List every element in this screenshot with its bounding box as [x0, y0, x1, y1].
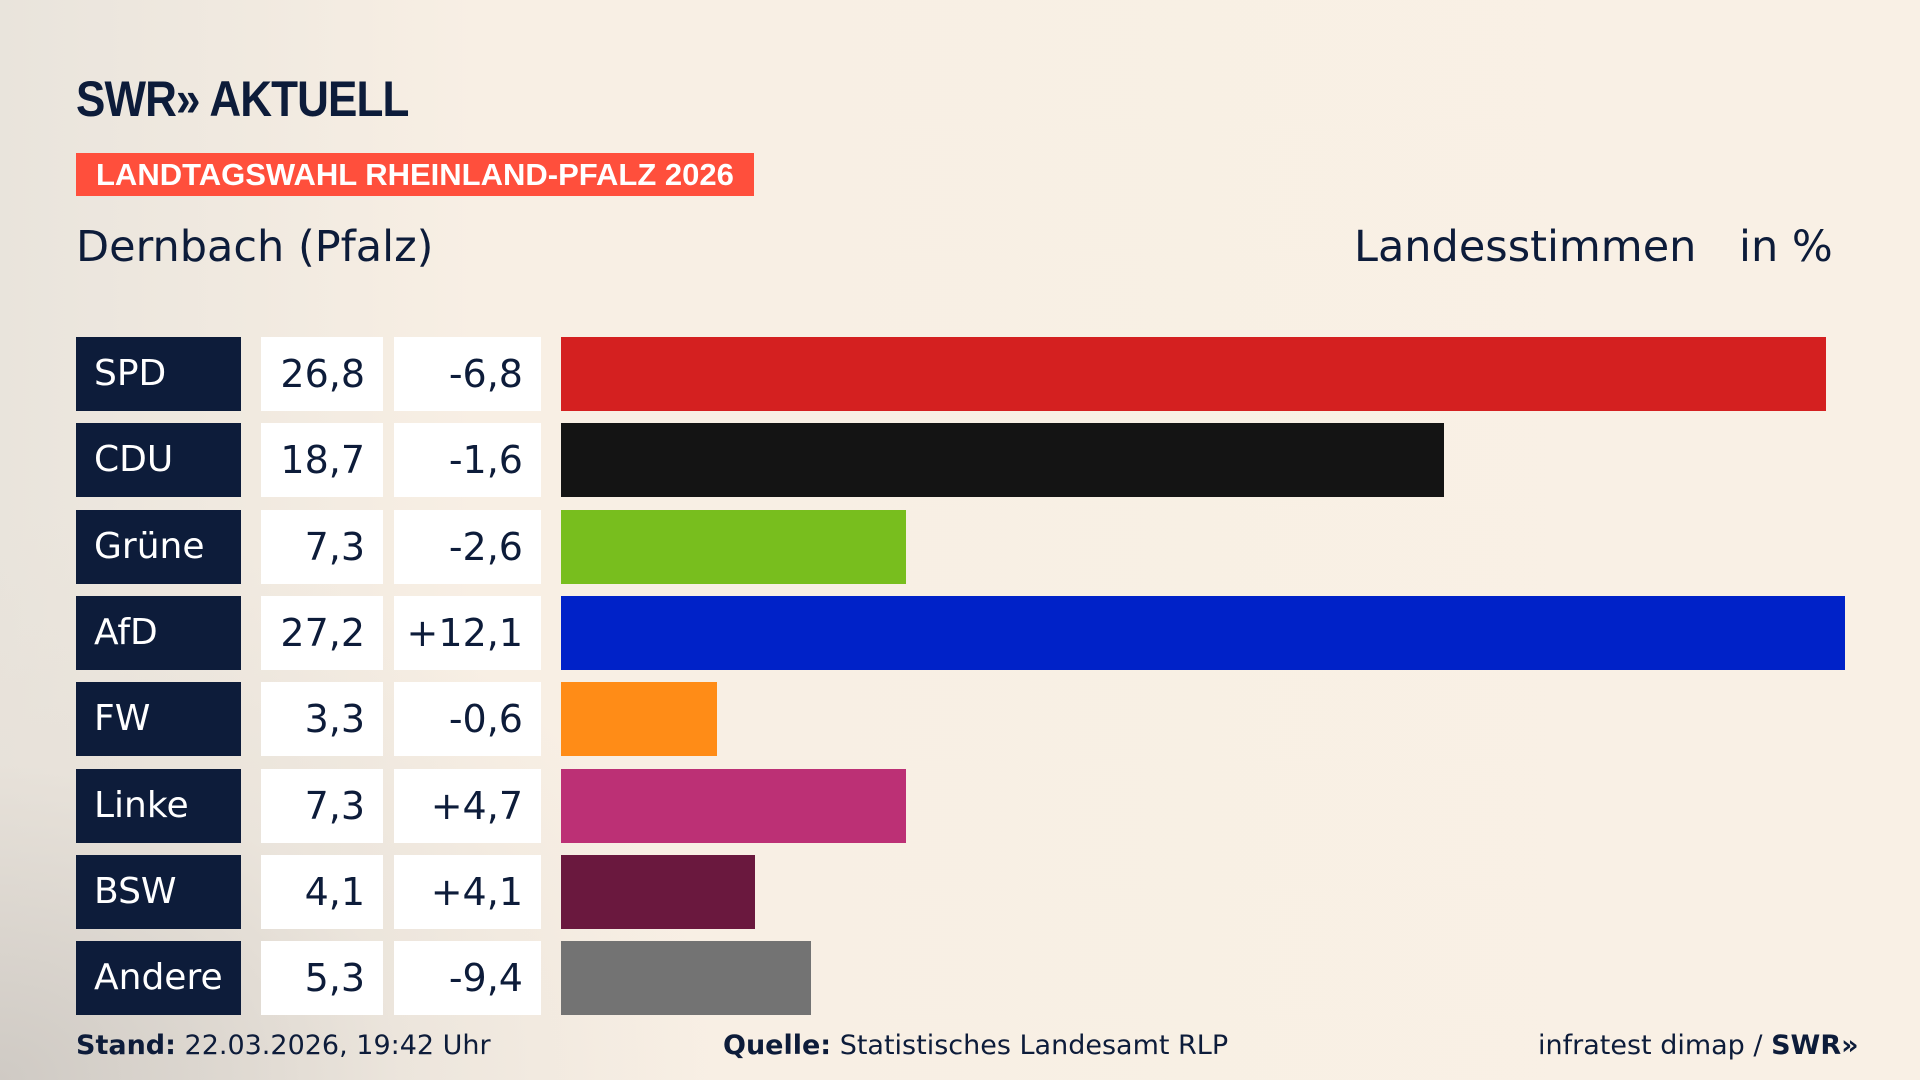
stand-label: Stand:	[76, 1030, 176, 1061]
chart-row: FW 3,3 -0,6	[76, 682, 1876, 757]
diff-label: -2,6	[394, 509, 541, 584]
bar-spd	[561, 337, 1827, 411]
party-label: FW	[76, 682, 241, 757]
bar-afd	[561, 595, 1845, 670]
chart-row: CDU 18,7 -1,6	[76, 423, 1876, 498]
bar-andere	[561, 941, 812, 1016]
diff-label: +4,1	[394, 854, 541, 929]
chart-row: BSW 4,1 +4,1	[76, 854, 1876, 929]
stand-value: 22.03.2026, 19:42 Uhr	[184, 1030, 491, 1061]
diff-label: -9,4	[394, 941, 541, 1016]
party-label: BSW	[76, 854, 241, 929]
source: Quelle: Statistisches Landesamt RLP	[723, 1030, 1228, 1061]
value-label: 3,3	[261, 682, 383, 757]
region-title: Dernbach (Pfalz)	[76, 222, 434, 272]
bar-gruene	[561, 509, 906, 584]
bar-cdu	[561, 423, 1444, 498]
source-label: Quelle:	[723, 1030, 832, 1061]
value-label: 4,1	[261, 854, 383, 929]
value-label: 5,3	[261, 941, 383, 1016]
party-label: Andere	[76, 941, 241, 1016]
bar-bsw	[561, 854, 755, 929]
chart-row: Linke 7,3 +4,7	[76, 768, 1876, 843]
swr-aktuell-logo: SWR» AKTUELL	[76, 71, 409, 127]
vote-type-label: Landesstimmen	[1354, 222, 1697, 272]
credit-text: infratest dimap /	[1538, 1030, 1772, 1061]
timestamp: Stand: 22.03.2026, 19:42 Uhr	[76, 1030, 491, 1061]
chart-row: AfD 27,2 +12,1	[76, 595, 1876, 670]
value-label: 18,7	[261, 423, 383, 498]
value-label: 27,2	[261, 595, 383, 670]
value-label: 7,3	[261, 768, 383, 843]
value-label: 7,3	[261, 509, 383, 584]
diff-label: -1,6	[394, 423, 541, 498]
diff-label: +12,1	[394, 595, 541, 670]
party-label: SPD	[76, 337, 241, 411]
election-banner: LANDTAGSWAHL RHEINLAND-PFALZ 2026	[76, 153, 754, 196]
diff-label: +4,7	[394, 768, 541, 843]
party-label: AfD	[76, 595, 241, 670]
diff-label: -6,8	[394, 337, 541, 411]
unit-label: in %	[1739, 222, 1833, 272]
value-label: 26,8	[261, 337, 383, 411]
chart-row: Andere 5,3 -9,4	[76, 941, 1876, 1016]
credit: infratest dimap / SWR»	[1538, 1030, 1859, 1061]
party-label: Grüne	[76, 509, 241, 584]
bar-fw	[561, 682, 717, 757]
party-label: Linke	[76, 768, 241, 843]
chart-row: Grüne 7,3 -2,6	[76, 509, 1876, 584]
source-value: Statistisches Landesamt RLP	[839, 1030, 1229, 1061]
swr-small-logo: SWR»	[1771, 1030, 1859, 1061]
bar-linke	[561, 768, 906, 843]
chart-row: SPD 26,8 -6,8	[76, 337, 1876, 411]
diff-label: -0,6	[394, 682, 541, 757]
party-label: CDU	[76, 423, 241, 498]
